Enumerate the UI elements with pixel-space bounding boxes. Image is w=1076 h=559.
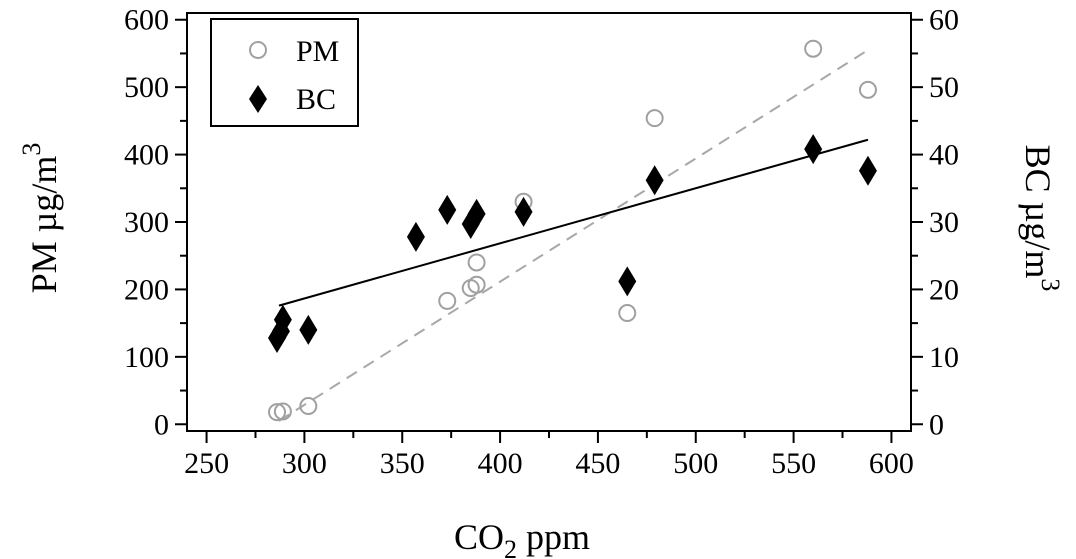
y-right-tick-label: 0 [929, 408, 944, 441]
y-right-tick-label: 10 [929, 341, 959, 374]
fit-lines [278, 49, 869, 422]
bc-point [299, 314, 318, 345]
x-tick-label: 300 [282, 447, 327, 480]
y-left-tick-label: 300 [124, 206, 169, 239]
x-tick-label: 450 [575, 447, 620, 480]
bc-point [273, 304, 292, 335]
x-axis-title: CO2 ppm [454, 517, 590, 559]
y-left-axis-title: PM µg/m3 [17, 143, 64, 294]
pm-point [273, 402, 292, 421]
pm-point [467, 275, 486, 294]
axes: 250 300 350 400 450 500 550 6000100200300400500… [124, 4, 959, 480]
x-tick-label: 250 [184, 447, 229, 480]
bc-point [645, 165, 664, 196]
x-tick-label: 400 [478, 447, 523, 480]
y-right-tick-label: 60 [929, 4, 959, 37]
bc-point [438, 194, 457, 225]
y-left-tick-label: 200 [124, 273, 169, 306]
y-left-tick-label: 600 [124, 4, 169, 37]
pm-point [268, 403, 287, 422]
legend: PM BC [210, 18, 359, 127]
y-right-tick-label: 40 [929, 139, 959, 172]
bc-point [858, 155, 877, 186]
x-tick-label: 350 [380, 447, 425, 480]
legend-bc-label: BC [296, 83, 336, 116]
legend-bc-marker [249, 85, 267, 113]
legend-pm-marker [249, 41, 267, 59]
y-right-axis-title: BC µg/m3 [1018, 145, 1065, 292]
legend-pm-label: PM [296, 35, 339, 68]
bc-point [514, 196, 533, 227]
bc-point [467, 198, 486, 229]
y-right-tick-label: 50 [929, 71, 959, 104]
x-tick-label: 600 [869, 447, 914, 480]
bc-fit-line [278, 138, 869, 307]
y-right-tick-label: 20 [929, 273, 959, 306]
pm-point [299, 397, 318, 416]
y-left-tick-label: 0 [154, 408, 169, 441]
y-left-tick-label: 100 [124, 341, 169, 374]
data-points [268, 39, 877, 422]
bc-point [406, 221, 425, 252]
bc-point [804, 134, 823, 165]
y-left-tick-label: 400 [124, 139, 169, 172]
bc-point [618, 266, 637, 297]
y-right-tick-label: 30 [929, 206, 959, 239]
y-left-tick-label: 500 [124, 71, 169, 104]
x-tick-label: 550 [771, 447, 816, 480]
x-tick-label: 500 [673, 447, 718, 480]
pm-point [467, 253, 486, 272]
legend-box [210, 18, 359, 127]
pm-fit-line [278, 49, 869, 422]
pm-point [804, 39, 823, 58]
pm-point [645, 109, 664, 128]
pm-point [858, 80, 877, 99]
pm-point [438, 291, 457, 310]
pm-point [618, 304, 637, 323]
